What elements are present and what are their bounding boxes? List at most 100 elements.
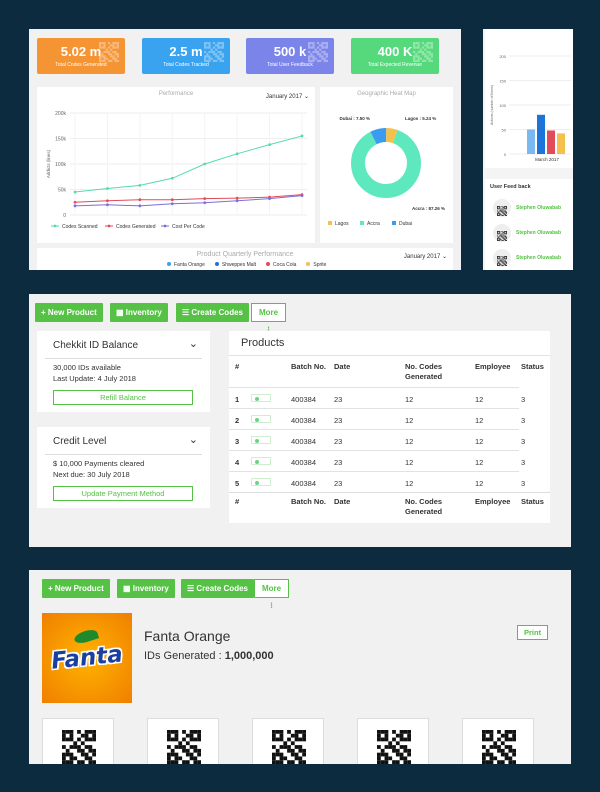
quarterly-date-select[interactable]: January 2017 ⌄ <box>403 254 447 260</box>
cell-codes: 12 <box>405 416 414 425</box>
credit-next-due: Next due: 30 July 2018 <box>53 470 130 479</box>
heatmap-donut-chart: Dubai : 7.50 % Lagos : 5.24 % Accra : 87.2… <box>328 116 445 227</box>
balance-toggle[interactable]: ⌄ <box>188 338 198 350</box>
credit-title: Credit Level <box>53 436 107 447</box>
more-button[interactable]: More ⁝ <box>251 303 286 334</box>
fanta-logo: Fanta <box>42 613 132 703</box>
inventory-button[interactable]: ▦ Inventory <box>110 303 168 322</box>
footer-header-3: No. Codes Generated <box>405 497 443 516</box>
qr-code-card[interactable] <box>42 718 114 764</box>
qr-toggle[interactable] <box>251 394 271 402</box>
data-point <box>300 194 304 198</box>
table-row[interactable]: 3 400384 23 12 12 3 <box>229 429 525 450</box>
table-divider <box>229 492 550 493</box>
data-point <box>235 199 239 203</box>
performance-date-select[interactable]: January 2017 ⌄ <box>265 94 309 100</box>
legend-swatch <box>328 221 332 225</box>
credit-toggle[interactable]: ⌄ <box>188 434 198 446</box>
series-line-2 <box>74 195 303 207</box>
quarterly-card: Product Quarterly Performance January 20… <box>37 248 453 270</box>
qr-code-card[interactable] <box>252 718 324 764</box>
qr-toggle[interactable] <box>251 478 271 486</box>
performance-title: Performance <box>158 91 194 97</box>
balance-updated: Last Update: 4 July 2018 <box>53 374 136 383</box>
cell-codes: 12 <box>405 395 414 404</box>
print-button[interactable]: Print <box>517 625 549 640</box>
performance-line-chart: 200k 150k 100k 50k 0 Addicts (lines) Codes Sca… <box>46 111 307 230</box>
new-product-button[interactable]: + New Product <box>35 303 103 322</box>
cell-emp: 12 <box>475 395 484 404</box>
data-point <box>138 204 142 208</box>
cell-status: 3 <box>521 479 526 488</box>
qr-toggle[interactable] <box>251 415 271 423</box>
data-point <box>170 198 174 202</box>
legend-label: Dubai <box>399 221 412 227</box>
create-codes-button-2[interactable]: ☰ Create Codes <box>181 579 254 598</box>
legend-item: Coca Cola <box>266 262 296 268</box>
data-point <box>203 197 207 201</box>
stat-card: 5.02 m Total Codes Generated <box>37 38 125 74</box>
update-payment-button[interactable]: Update Payment Method <box>53 486 193 501</box>
qr-toggle[interactable] <box>251 436 271 444</box>
legend-label: Codes Generated <box>116 224 156 230</box>
legend-swatch <box>392 221 396 225</box>
side-chart-card: 200 150 100 50 0 Actions (number of times) Mar… <box>485 29 573 168</box>
qr-code-card[interactable] <box>462 718 534 764</box>
y-axis-label: Addicts (lines) <box>46 149 51 178</box>
refill-balance-button[interactable]: Refill Balance <box>53 390 193 405</box>
table-row[interactable]: 5 400384 23 12 12 3 <box>229 471 525 492</box>
toggle-dot <box>255 397 259 401</box>
cell-batch: 400384 <box>291 395 317 404</box>
create-codes-button[interactable]: ☰ Create Codes <box>176 303 249 322</box>
list-icon: ☰ <box>182 308 190 317</box>
legend-dot <box>214 262 219 266</box>
cell-status: 3 <box>521 416 526 425</box>
data-point <box>106 187 109 190</box>
legend-label: Fanta Orange <box>174 262 205 268</box>
cell-emp: 12 <box>475 479 484 488</box>
donut-slice-accra <box>351 128 421 198</box>
toggle-dot <box>255 418 259 422</box>
qr-code-card[interactable] <box>147 718 219 764</box>
feedback-item[interactable]: Stephen Oluwabab <box>493 224 573 244</box>
table-row[interactable]: 2 400384 23 12 12 3 <box>229 408 525 429</box>
inventory-button-2[interactable]: ▦ Inventory <box>117 579 175 598</box>
data-point <box>203 201 207 205</box>
more-button-2[interactable]: More ⁝ <box>254 579 289 610</box>
new-product-button-2[interactable]: + New Product <box>42 579 110 598</box>
balance-available: 30,000 IDs available <box>53 363 121 372</box>
col-header-5: Status <box>521 362 544 371</box>
logo-wordmark: Fanta <box>50 641 124 675</box>
feedback-title: User Feed back <box>490 184 531 190</box>
cell-batch: 400384 <box>291 437 317 446</box>
cell-status: 3 <box>521 458 526 467</box>
cell-batch: 400384 <box>291 479 317 488</box>
cell-batch: 400384 <box>291 458 317 467</box>
cell-batch: 400384 <box>291 416 317 425</box>
table-row[interactable]: 1 400384 23 12 12 3 <box>229 387 525 408</box>
legend-label: Accra <box>367 221 380 227</box>
data-point <box>268 143 271 147</box>
qr-code-card[interactable] <box>357 718 429 764</box>
feedback-item[interactable]: Stephen Oluwabab <box>493 199 573 219</box>
footer-header-5: Status <box>521 497 544 506</box>
inventory-icon: ▦ <box>123 584 131 593</box>
data-point <box>73 190 77 194</box>
table-row[interactable]: 4 400384 23 12 12 3 <box>229 450 525 471</box>
data-point <box>73 204 77 208</box>
chevron-down-icon: ⌄ <box>441 254 447 260</box>
col-header-4: Employee <box>475 362 511 371</box>
donut-label: Accra : 87.26 % <box>412 206 445 211</box>
stat-label: Total Codes Generated <box>55 62 107 68</box>
stat-label: Total User Feedback <box>267 62 313 68</box>
cell-n: 2 <box>235 416 240 425</box>
data-point <box>106 203 109 207</box>
qr-toggle[interactable] <box>251 457 271 465</box>
feedback-card: User Feed back Stephen Oluwabab Stephen O… <box>485 179 573 270</box>
feedback-item[interactable]: Stephen Oluwabab <box>493 249 573 269</box>
dashboard-panel: 5.02 m Total Codes Generated 2.5 m Total Co… <box>29 29 461 270</box>
legend-label: Coca Cola <box>273 262 297 268</box>
data-point <box>170 202 174 206</box>
stat-value: 5.02 m <box>60 44 102 59</box>
products-card: Products # Batch No. Date No. Codes Generat… <box>229 331 550 523</box>
